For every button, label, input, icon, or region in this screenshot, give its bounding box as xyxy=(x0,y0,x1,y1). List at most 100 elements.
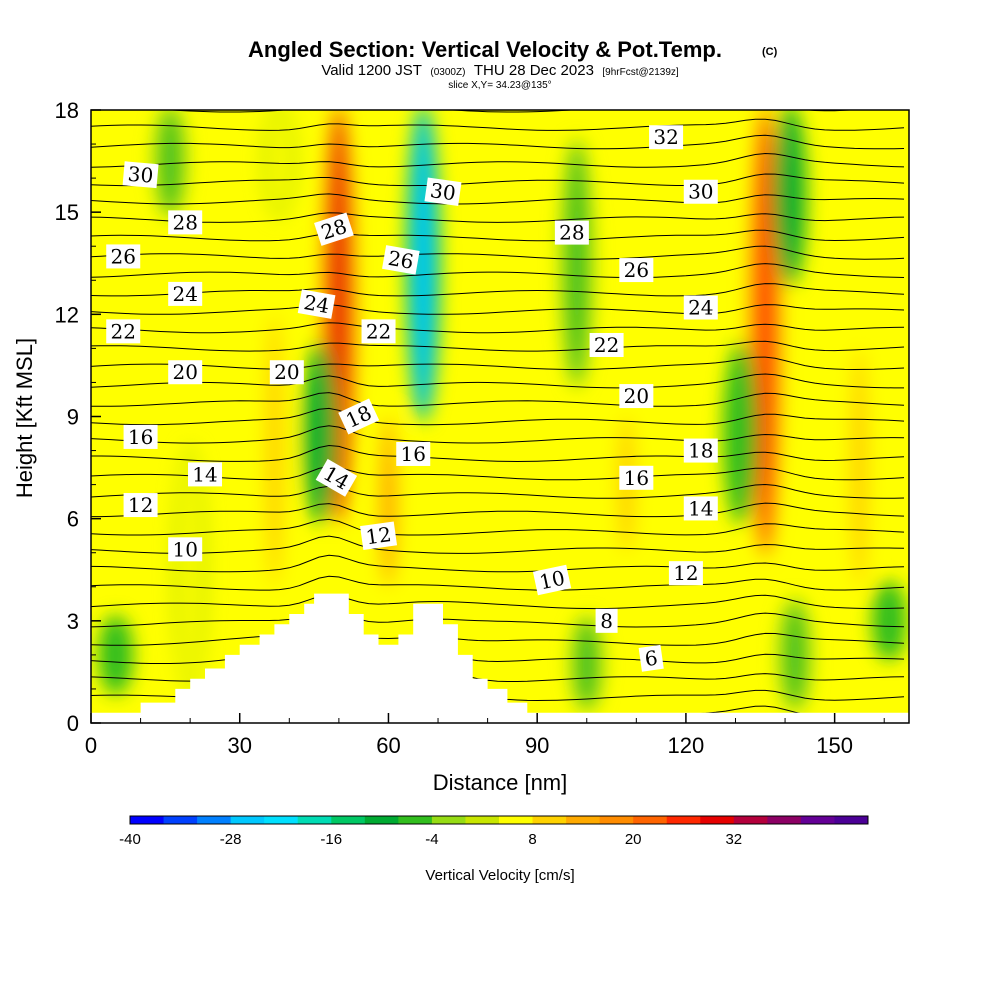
contour-label: 20 xyxy=(269,360,304,385)
velocity-band xyxy=(106,620,125,689)
contour-label-text: 30 xyxy=(688,180,713,204)
isentrope-line xyxy=(91,118,905,131)
colorbar-swatch xyxy=(733,816,768,824)
contour-label-bg xyxy=(683,295,718,320)
isentrope-line xyxy=(91,609,905,628)
contour-label: 24 xyxy=(683,295,718,320)
contour-label: 32 xyxy=(649,125,684,150)
valid-zulu: (0300Z) xyxy=(430,67,465,78)
contour-label-bg xyxy=(396,441,431,466)
isentrope-line xyxy=(91,152,905,168)
isentrope-line xyxy=(91,173,905,187)
contour-label-bg xyxy=(361,319,396,344)
velocity-band xyxy=(379,416,398,587)
colorbar-tick-label: 20 xyxy=(625,831,642,848)
contour-label-text: 12 xyxy=(128,493,153,517)
contour-label-text: 16 xyxy=(624,466,649,490)
colorbar-swatch xyxy=(331,816,366,824)
contour-label-text: 26 xyxy=(624,258,649,282)
contour-label-bg xyxy=(338,398,380,435)
velocity-band xyxy=(310,348,329,519)
velocity-band xyxy=(181,450,200,689)
contour-label-text: 20 xyxy=(172,360,197,384)
contour-label-bg xyxy=(168,537,203,562)
isentrope-line xyxy=(91,623,905,646)
colorbar-swatch xyxy=(163,816,198,824)
contour-label: 26 xyxy=(619,258,654,283)
contour-label-text: 18 xyxy=(688,439,713,463)
contour-label-text: 26 xyxy=(110,244,135,268)
colorbar-swatch xyxy=(431,816,466,824)
velocity-band xyxy=(731,348,750,519)
contour-label-text: 22 xyxy=(594,333,619,357)
y-tick-label: 18 xyxy=(55,98,79,123)
contour-label-bg xyxy=(168,281,203,306)
isentrope-line xyxy=(91,229,905,242)
contour-label-bg xyxy=(619,384,654,409)
contour-label-text: 24 xyxy=(302,290,331,318)
contour-label-bg xyxy=(269,360,304,385)
contour-label: 18 xyxy=(683,438,718,463)
contour-label: 14 xyxy=(188,462,223,487)
contour-label-bg xyxy=(554,220,589,245)
contour-label-bg xyxy=(123,493,158,518)
isentrope-line xyxy=(163,110,858,113)
contour-labels: 30 28 26 24 22 20 16 14 12 10 28 24 20 18 14 22 26 30 16 12… xyxy=(106,125,718,672)
velocity-band xyxy=(567,144,586,383)
y-tick-label: 0 xyxy=(67,711,79,736)
contour-label: 14 xyxy=(683,496,718,521)
chart-title: Angled Section: Vertical Velocity & Pot.… xyxy=(248,37,722,62)
velocity-band xyxy=(785,603,804,706)
isentrope-line xyxy=(91,502,905,518)
contour-label: 20 xyxy=(168,360,203,385)
contour-label-text: 28 xyxy=(172,210,197,234)
isentrope-line xyxy=(91,356,905,371)
colorbar-tick-label: -16 xyxy=(320,831,342,848)
contour-label-bg xyxy=(168,360,203,385)
colorbar-swatch xyxy=(532,816,567,824)
isentrope-line xyxy=(91,554,905,573)
contour-label-text: 6 xyxy=(643,646,659,672)
isentrope-line xyxy=(91,134,905,150)
isentrope-line xyxy=(91,340,905,352)
colorbar-swatch xyxy=(800,816,835,824)
contour-label: 26 xyxy=(106,244,141,269)
colorbar-swatch xyxy=(297,816,332,824)
contour-label: 24 xyxy=(297,289,336,319)
colorbar-swatch xyxy=(633,816,668,824)
contour-label-text: 10 xyxy=(172,537,197,561)
isentrope-line xyxy=(91,518,905,536)
contour-label: 12 xyxy=(123,493,158,518)
isentrope-line xyxy=(91,535,905,554)
y-tick-label: 15 xyxy=(55,200,79,225)
contour-label-bg xyxy=(382,245,420,275)
contour-label: 22 xyxy=(106,319,141,344)
colorbar-label: Vertical Velocity [cm/s] xyxy=(425,867,574,884)
contour-label: 10 xyxy=(532,564,572,596)
contour-label-bg xyxy=(683,179,718,204)
colorbar-tick-label: -40 xyxy=(119,831,141,848)
y-tick-label: 9 xyxy=(67,405,79,430)
contour-label-text: 26 xyxy=(386,246,415,274)
isentrope-line xyxy=(91,594,905,610)
contour-label-text: 20 xyxy=(624,384,649,408)
forecast-info: [9hrFcst@2139z] xyxy=(602,67,679,78)
contour-label-text: 14 xyxy=(192,462,217,486)
contour-label-bg xyxy=(106,244,141,269)
isentrope-line xyxy=(91,407,905,426)
isentrope-line xyxy=(91,444,905,463)
contour-label-text: 10 xyxy=(537,566,567,595)
velocity-band xyxy=(161,110,180,213)
contour-label: 30 xyxy=(683,179,718,204)
velocity-band xyxy=(880,586,899,655)
contour-label-bg xyxy=(297,289,336,319)
colorbar-swatch xyxy=(566,816,601,824)
terrain xyxy=(91,593,909,723)
y-tick-label: 3 xyxy=(67,609,79,634)
contour-label-text: 8 xyxy=(600,609,613,633)
contour-label-bg xyxy=(638,644,664,672)
contour-label-text: 22 xyxy=(366,319,391,343)
velocity-band xyxy=(265,314,284,587)
colorbar-swatch xyxy=(499,816,534,824)
